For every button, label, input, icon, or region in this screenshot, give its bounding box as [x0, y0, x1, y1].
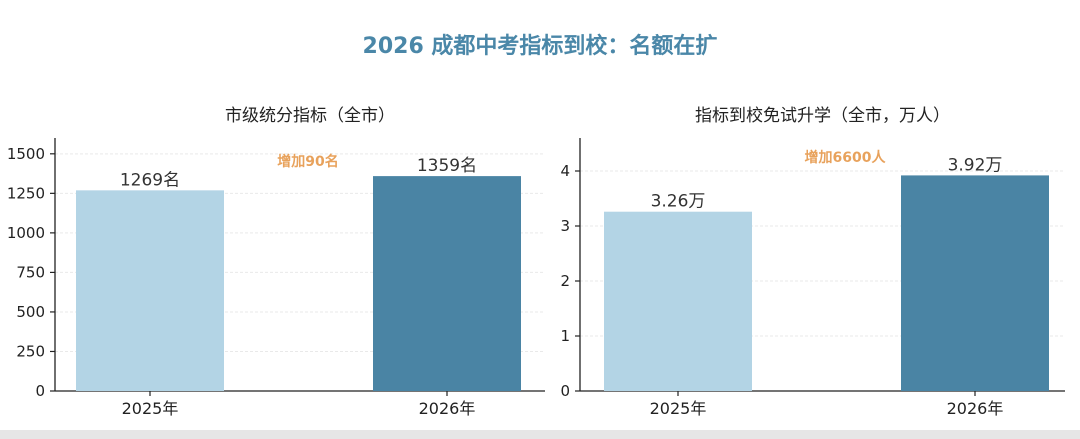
bar — [901, 175, 1049, 391]
y-tick-label: 1 — [560, 327, 570, 345]
x-tick-label: 2026年 — [419, 399, 476, 418]
annotation-label: 增加6600人 — [805, 149, 887, 166]
bottom-strip — [0, 430, 1080, 439]
subplot-title: 市级统分指标（全市） — [225, 106, 395, 126]
bar-value-label: 3.92万 — [948, 155, 1003, 175]
bar — [76, 190, 224, 391]
y-tick-label: 1250 — [7, 184, 45, 202]
subplot-title: 指标到校免试升学（全市，万人） — [695, 106, 950, 126]
y-tick-label: 1500 — [7, 145, 45, 163]
y-tick-label: 750 — [16, 263, 45, 281]
bar-value-label: 3.26万 — [651, 192, 706, 212]
y-tick-label: 0 — [35, 382, 45, 400]
bar — [604, 211, 752, 391]
y-tick-label: 500 — [16, 303, 45, 321]
x-tick-label: 2026年 — [947, 399, 1004, 418]
annotation-label: 增加90名 — [277, 153, 338, 170]
x-tick-label: 2025年 — [122, 399, 179, 418]
x-tick-label: 2025年 — [650, 399, 707, 418]
bar — [373, 176, 521, 391]
page-title: 2026 成都中考指标到校：名额在扩 — [362, 34, 718, 59]
y-tick-label: 2 — [560, 272, 570, 290]
y-tick-label: 4 — [560, 162, 570, 180]
bar-value-label: 1359名 — [417, 156, 477, 176]
bar-value-label: 1269名 — [120, 170, 180, 190]
y-tick-label: 0 — [560, 382, 570, 400]
y-tick-label: 1000 — [7, 224, 45, 242]
y-tick-label: 3 — [560, 217, 570, 235]
y-tick-label: 250 — [16, 342, 45, 360]
